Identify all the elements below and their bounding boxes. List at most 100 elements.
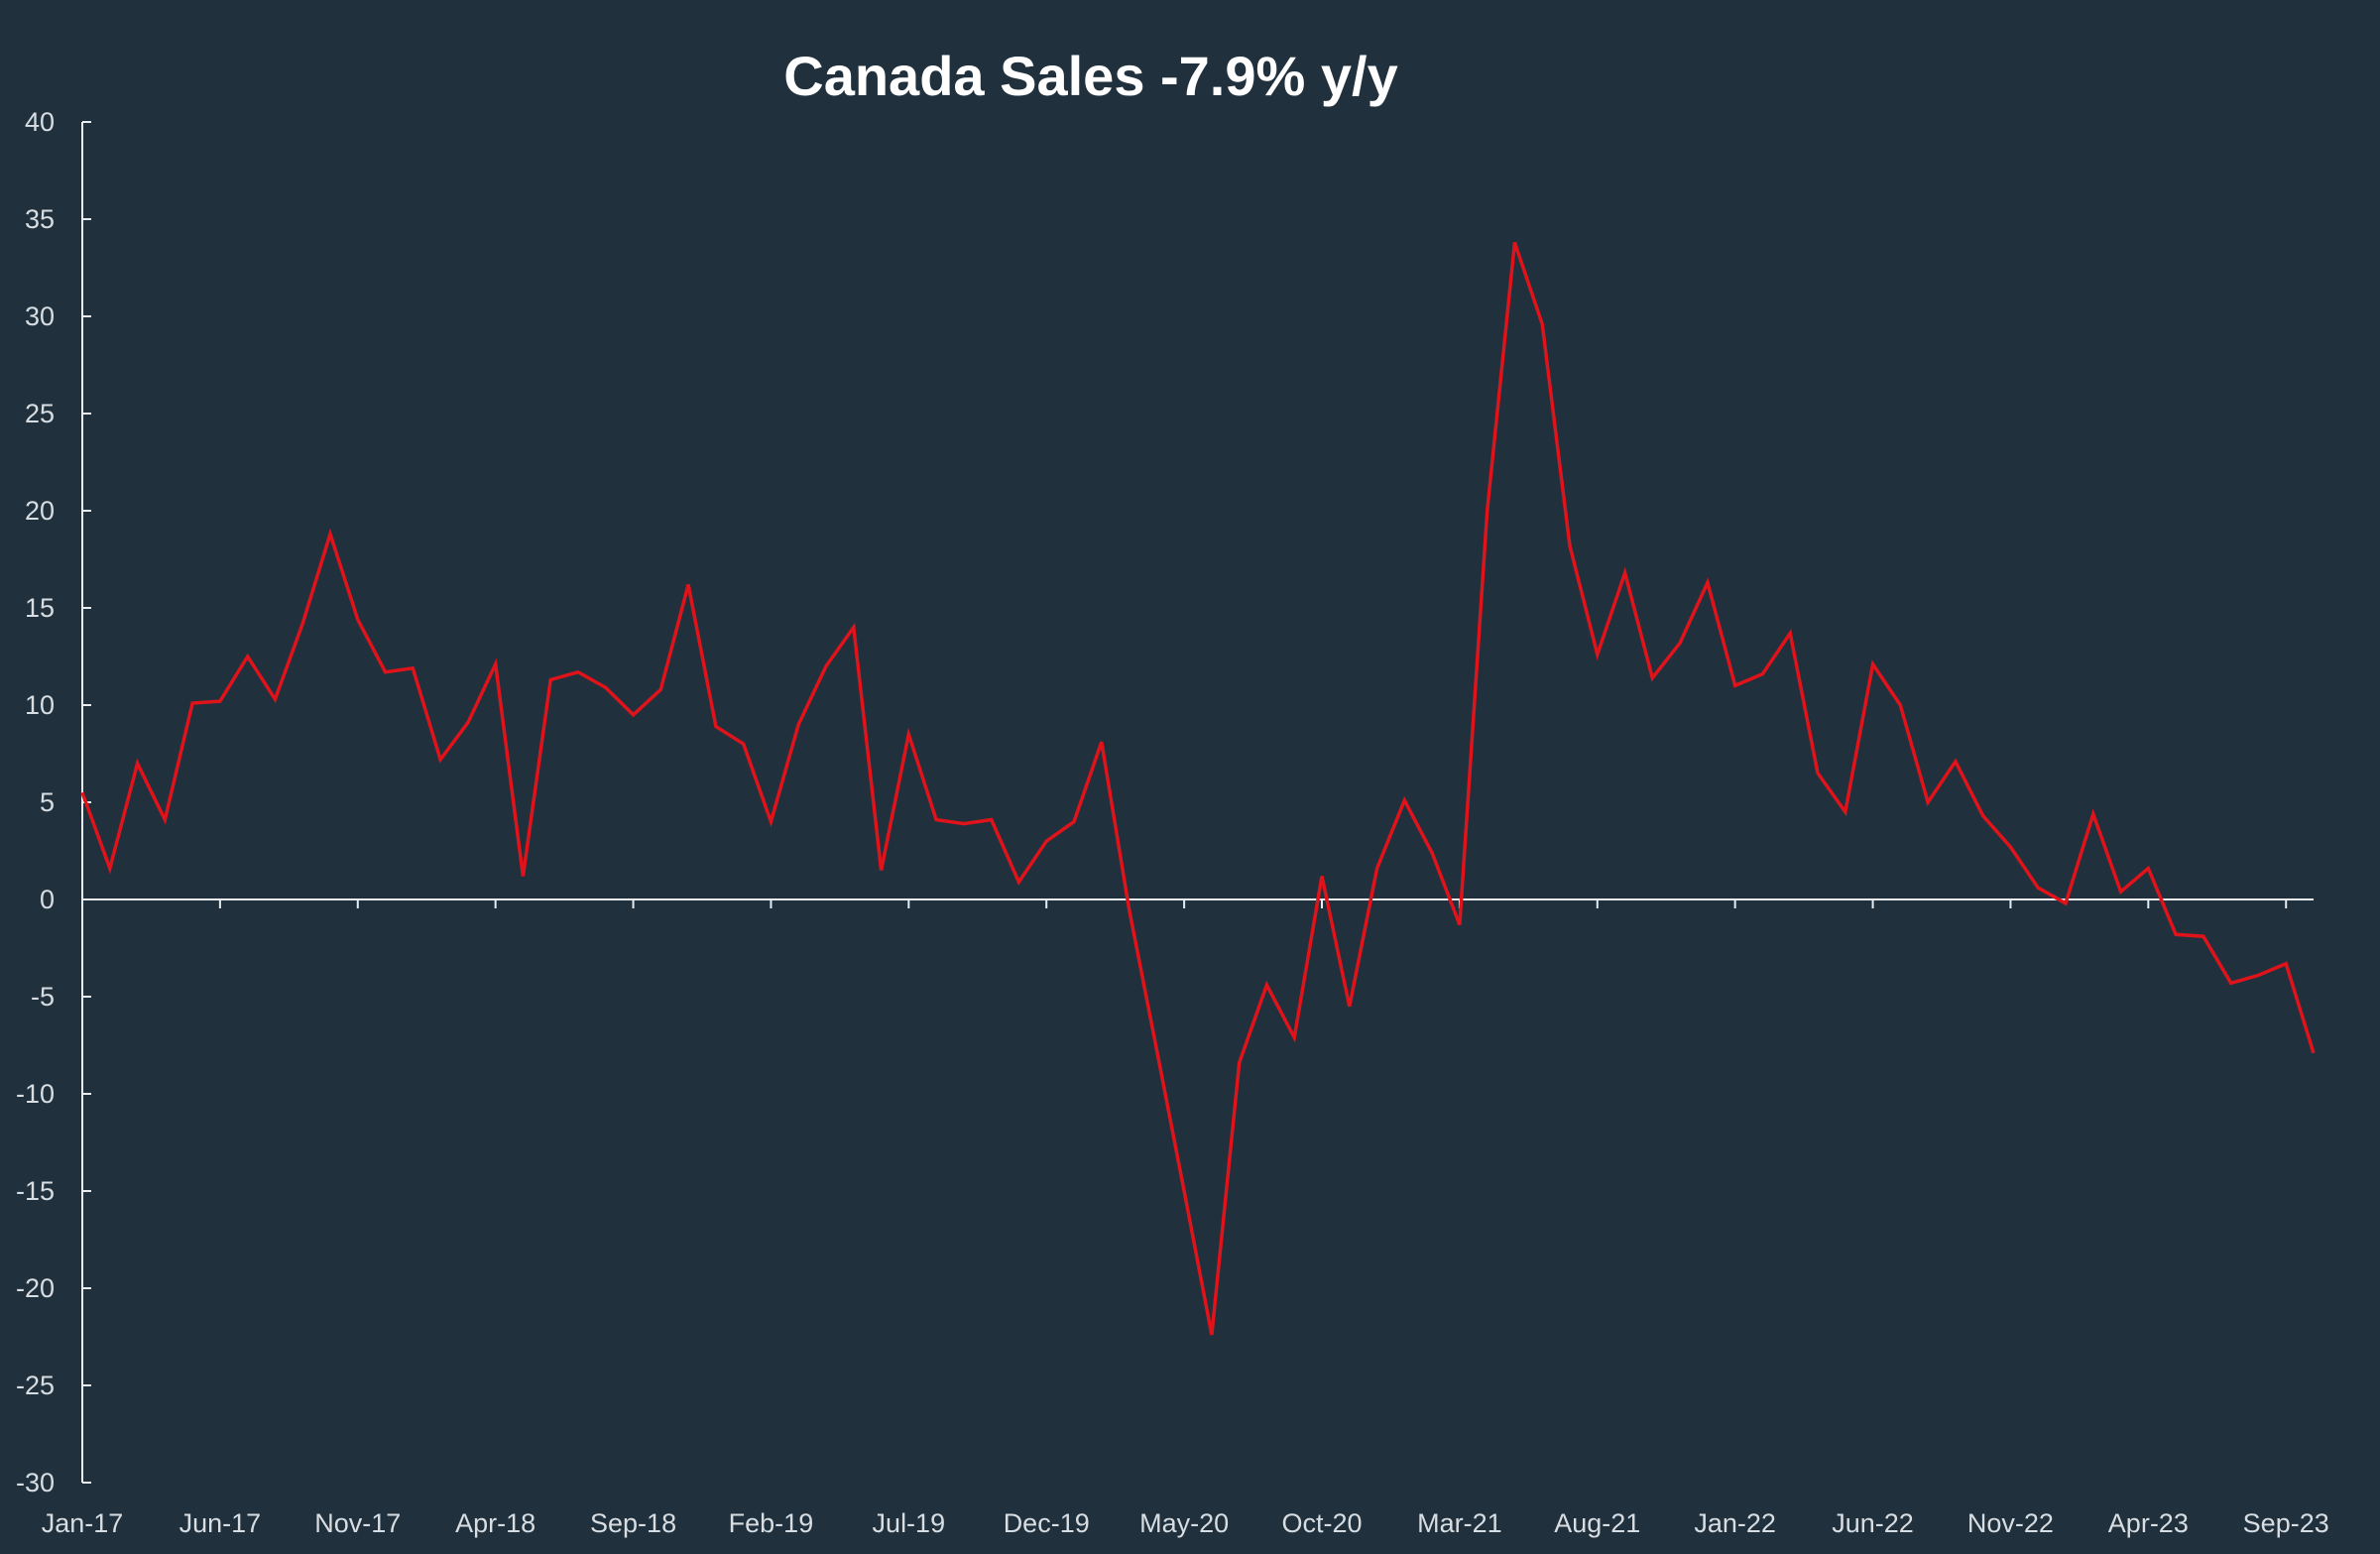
x-tick-label: Apr-18 [455, 1508, 536, 1538]
y-tick-label: 25 [25, 399, 55, 428]
x-tick-label: Sep-18 [590, 1508, 676, 1538]
data-point [604, 685, 608, 689]
data-point [1898, 703, 1902, 707]
data-point [686, 582, 690, 586]
data-point [163, 818, 167, 822]
data-point [411, 666, 415, 670]
data-point [1650, 676, 1654, 680]
data-point [576, 670, 580, 674]
data-point [1430, 851, 1434, 855]
data-point [1816, 772, 1820, 776]
data-point [2202, 934, 2205, 938]
x-tick-label: Jan-22 [1694, 1508, 1776, 1538]
data-point [328, 533, 332, 537]
data-point [1678, 641, 1682, 645]
data-point [1402, 798, 1406, 802]
y-tick-label: 35 [25, 204, 55, 234]
data-point [1844, 810, 1847, 814]
data-point [136, 762, 140, 766]
data-point [2229, 981, 2233, 985]
data-point [714, 725, 718, 729]
data-point [300, 622, 304, 626]
data-point [632, 713, 636, 717]
data-point [1733, 683, 1737, 687]
data-point [2146, 867, 2150, 871]
data-point [218, 699, 222, 703]
x-tick-label: Aug-21 [1554, 1508, 1640, 1538]
data-point [769, 820, 773, 824]
data-point [1486, 509, 1489, 513]
x-tick-label: Jul-19 [873, 1508, 946, 1538]
data-point [1210, 1333, 1214, 1337]
data-point [1238, 1061, 1242, 1065]
y-tick-label: 20 [25, 496, 55, 526]
data-point [2312, 1051, 2316, 1055]
data-point [962, 822, 966, 826]
y-tick-label: 5 [40, 787, 55, 817]
data-point [384, 670, 388, 674]
y-tick-label: 40 [25, 107, 55, 137]
data-point [2256, 973, 2260, 977]
data-point [108, 867, 112, 871]
data-point [1264, 983, 1268, 987]
x-tick-label: Nov-17 [314, 1508, 401, 1538]
data-point [190, 701, 194, 705]
data-point [824, 664, 828, 668]
data-point [852, 626, 856, 630]
x-axis: Jan-17 Jun-17 Nov-17 Apr-18 Sep-18 Feb-19 Jul-… [42, 898, 2329, 1538]
data-point [1623, 571, 1627, 575]
data-point [1760, 672, 1764, 676]
data-point [1458, 922, 1462, 926]
series-line [80, 241, 2316, 1336]
data-point [906, 732, 910, 736]
data-point [658, 687, 662, 691]
data-point [2064, 901, 2068, 905]
data-point [1706, 581, 1710, 585]
data-point [1128, 907, 1131, 911]
data-point [1154, 1047, 1158, 1051]
y-tick-label: -15 [16, 1176, 55, 1206]
y-tick-label: -5 [31, 982, 55, 1012]
data-point [2284, 962, 2288, 966]
x-tick-label: Feb-19 [729, 1508, 814, 1538]
x-tick-label: May-20 [1139, 1508, 1229, 1538]
data-point [2036, 886, 2040, 890]
data-point [80, 790, 84, 794]
data-point [246, 655, 250, 658]
data-point [1320, 874, 1324, 878]
data-point [1292, 1035, 1296, 1039]
x-tick-label: Nov-22 [1967, 1508, 2054, 1538]
data-point [1016, 880, 1020, 884]
data-point [494, 662, 498, 666]
y-tick-label: 0 [40, 885, 55, 914]
y-tick-label: -25 [16, 1371, 55, 1400]
x-tick-label: Jun-22 [1832, 1508, 1914, 1538]
data-point [1512, 241, 1516, 245]
data-point [438, 758, 442, 762]
chart-title: Canada Sales -7.9% y/y [783, 45, 1398, 107]
data-point [1954, 760, 1958, 764]
data-point [2119, 890, 2123, 894]
data-point [796, 723, 800, 727]
x-tick-label: Sep-23 [2243, 1508, 2329, 1538]
data-point [880, 869, 884, 873]
data-point [2174, 932, 2178, 936]
y-axis: 40 35 30 25 20 15 10 5 0 -5 -10 -15 -20 -25 -30 [16, 107, 91, 1497]
data-point [273, 697, 277, 701]
data-point [1182, 1189, 1186, 1193]
series [80, 241, 2316, 1337]
data-point [548, 678, 552, 682]
data-point [1981, 814, 1985, 818]
y-tick-label: -20 [16, 1273, 55, 1303]
data-point [356, 618, 360, 622]
x-tick-label: Jan-17 [42, 1508, 124, 1538]
data-point [1568, 543, 1572, 547]
data-point [2091, 812, 2095, 816]
y-tick-label: -10 [16, 1079, 55, 1109]
data-point [521, 874, 525, 878]
data-point [1926, 800, 1930, 804]
y-tick-label: -30 [16, 1468, 55, 1497]
data-point [1871, 662, 1875, 666]
data-point [2008, 845, 2012, 849]
